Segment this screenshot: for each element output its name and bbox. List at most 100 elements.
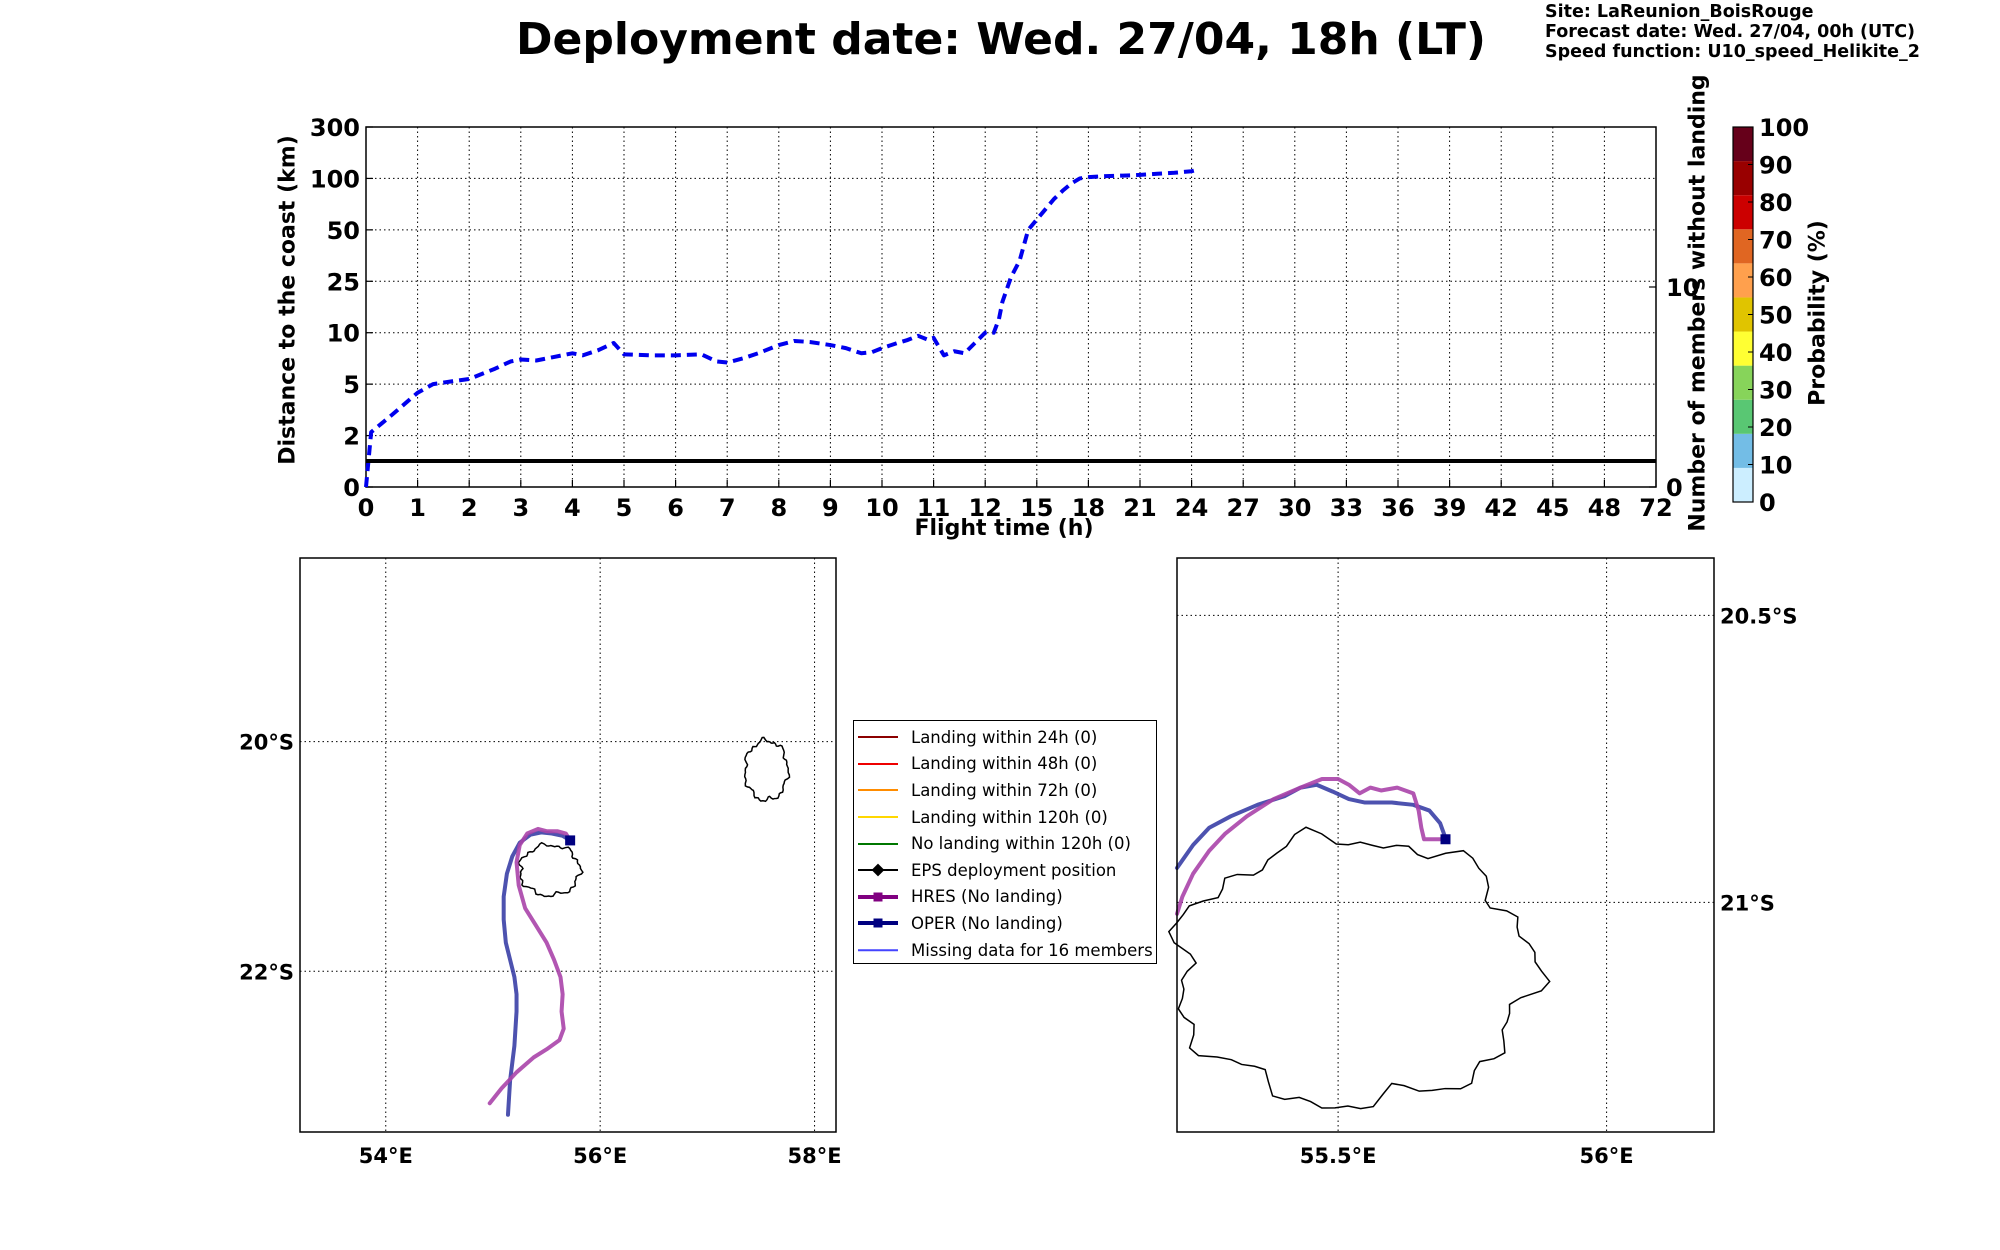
legend-swatch: [858, 728, 898, 746]
forecast-info: Site: LaReunion_BoisRouge Forecast date:…: [1545, 2, 1920, 62]
latitude-label: 21°S: [1720, 891, 1775, 915]
x-tick-label: 27: [1226, 494, 1259, 522]
legend-swatch: [858, 914, 898, 932]
x-tick-label: 7: [719, 494, 736, 522]
y-tick-label: 50: [327, 217, 360, 245]
legend-swatch: [858, 941, 898, 959]
map-zoom: 55.5°E 56°E 20.5°S 21°S: [1167, 557, 1797, 1168]
colorbar-tick-label: 30: [1759, 377, 1792, 405]
x-tick-label: 11: [917, 494, 950, 522]
x-tick-label: 15: [1020, 494, 1053, 522]
colorbar-tick-label: 50: [1759, 302, 1792, 330]
colorbar-tick-label: 100: [1759, 114, 1809, 142]
map-overview: 54°E 56°E 58°E 20°S 22°S: [239, 557, 842, 1168]
colorbar-segment: [1733, 331, 1753, 366]
legend-item: Landing within 24h (0): [854, 724, 1156, 751]
legend-item: HRES (No landing): [854, 884, 1156, 911]
legend-item: Landing within 120h (0): [854, 804, 1156, 831]
legend-label: OPER (No landing): [911, 913, 1063, 933]
legend-swatch: [858, 755, 898, 773]
x-tick-label: 6: [667, 494, 684, 522]
legend-swatch: [858, 861, 898, 879]
colorbar-tick-label: 10: [1759, 452, 1792, 480]
colorbar-segment: [1733, 433, 1753, 468]
x-tick-label: 10: [865, 494, 898, 522]
longitude-label: 58°E: [788, 1144, 842, 1168]
legend-label: Landing within 120h (0): [911, 807, 1108, 827]
map-frame: [299, 557, 837, 1133]
figure-title: Deployment date: Wed. 27/04, 18h (LT): [516, 14, 1486, 65]
legend-label: HRES (No landing): [911, 887, 1063, 907]
legend-label: No landing within 120h (0): [911, 834, 1131, 854]
x-tick-label: 2: [461, 494, 478, 522]
y-tick-label: 2: [343, 423, 360, 451]
colorbar-tick-label: 90: [1759, 152, 1792, 180]
right-y-tick-label: 0: [1666, 474, 1683, 502]
x-tick-label: 36: [1381, 494, 1414, 522]
x-tick-label: 45: [1536, 494, 1569, 522]
colorbar-segment: [1733, 229, 1753, 264]
right-y-axis-label: Number of members without landing: [1685, 74, 1711, 532]
colorbar-segment: [1733, 263, 1753, 298]
legend-item: Landing within 48h (0): [854, 751, 1156, 778]
colorbar-label: Probability (%): [1805, 220, 1831, 406]
reunion-coastline: [517, 841, 584, 898]
colorbar-segment: [1733, 161, 1753, 196]
x-tick-label: 21: [1123, 494, 1156, 522]
colorbar-segment: [1733, 297, 1753, 332]
latitude-label: 20.5°S: [1720, 604, 1797, 628]
hres-track: [487, 826, 573, 1106]
colorbar-segment: [1733, 127, 1753, 162]
x-tick-label: 4: [564, 494, 581, 522]
x-tick-label: 5: [616, 494, 633, 522]
x-tick-label: 12: [968, 494, 1001, 522]
x-tick-label: 42: [1484, 494, 1517, 522]
x-tick-label: 33: [1330, 494, 1363, 522]
x-tick-label: 48: [1588, 494, 1621, 522]
x-tick-label: 0: [358, 494, 375, 522]
x-tick-label: 72: [1639, 494, 1672, 522]
colorbar-tick-label: 20: [1759, 414, 1792, 442]
legend-label: Missing data for 16 members: [911, 940, 1153, 960]
forecast-date-label: Forecast date: Wed. 27/04, 00h (UTC): [1545, 22, 1916, 42]
map-legend: Landing within 24h (0) Landing within 48h…: [853, 720, 1157, 964]
x-tick-label: 3: [512, 494, 529, 522]
longitude-label: 55.5°E: [1300, 1144, 1377, 1168]
probability-colorbar: 0 10 20 30 40 50 60 70 80 90 100: [1732, 114, 1809, 517]
legend-swatch: [858, 781, 898, 799]
x-tick-label: 30: [1278, 494, 1311, 522]
longitude-label: 56°E: [1580, 1144, 1634, 1168]
x-tick-label: 18: [1072, 494, 1105, 522]
right-y-tick-label: 10: [1666, 274, 1699, 302]
legend-item: EPS deployment position: [854, 857, 1156, 884]
longitude-label: 54°E: [359, 1144, 413, 1168]
oper-end-marker: [1440, 834, 1451, 845]
x-axis-label: Flight time (h): [914, 516, 1094, 541]
mauritius-coastline: [743, 736, 791, 803]
plot-frame: [365, 126, 1657, 488]
legend-label: Landing within 72h (0): [911, 780, 1098, 800]
x-tick-label: 24: [1175, 494, 1208, 522]
legend-swatch: [858, 808, 898, 826]
legend-label: EPS deployment position: [911, 860, 1117, 880]
colorbar-tick-label: 60: [1759, 264, 1792, 292]
y-tick-label: 300: [310, 114, 360, 142]
hres-track: [1175, 776, 1448, 916]
colorbar-tick-label: 80: [1759, 189, 1792, 217]
x-tick-label: 39: [1433, 494, 1466, 522]
oper-track: [1175, 782, 1448, 870]
y-tick-label: 100: [310, 165, 360, 193]
colorbar-tick-label: 0: [1759, 489, 1776, 517]
legend-item: Missing data for 16 members: [854, 937, 1156, 964]
colorbar-segment: [1733, 365, 1753, 400]
y-tick-label: 5: [343, 371, 360, 399]
latitude-label: 22°S: [239, 960, 294, 984]
legend-swatch: [858, 888, 898, 906]
colorbar-tick-label: 70: [1759, 227, 1792, 255]
x-tick-label: 9: [822, 494, 839, 522]
oper-end-marker: [565, 835, 576, 846]
colorbar-segment: [1733, 399, 1753, 434]
oper-track: [501, 830, 573, 1117]
colorbar-tick-label: 40: [1759, 339, 1792, 367]
longitude-label: 56°E: [573, 1144, 627, 1168]
